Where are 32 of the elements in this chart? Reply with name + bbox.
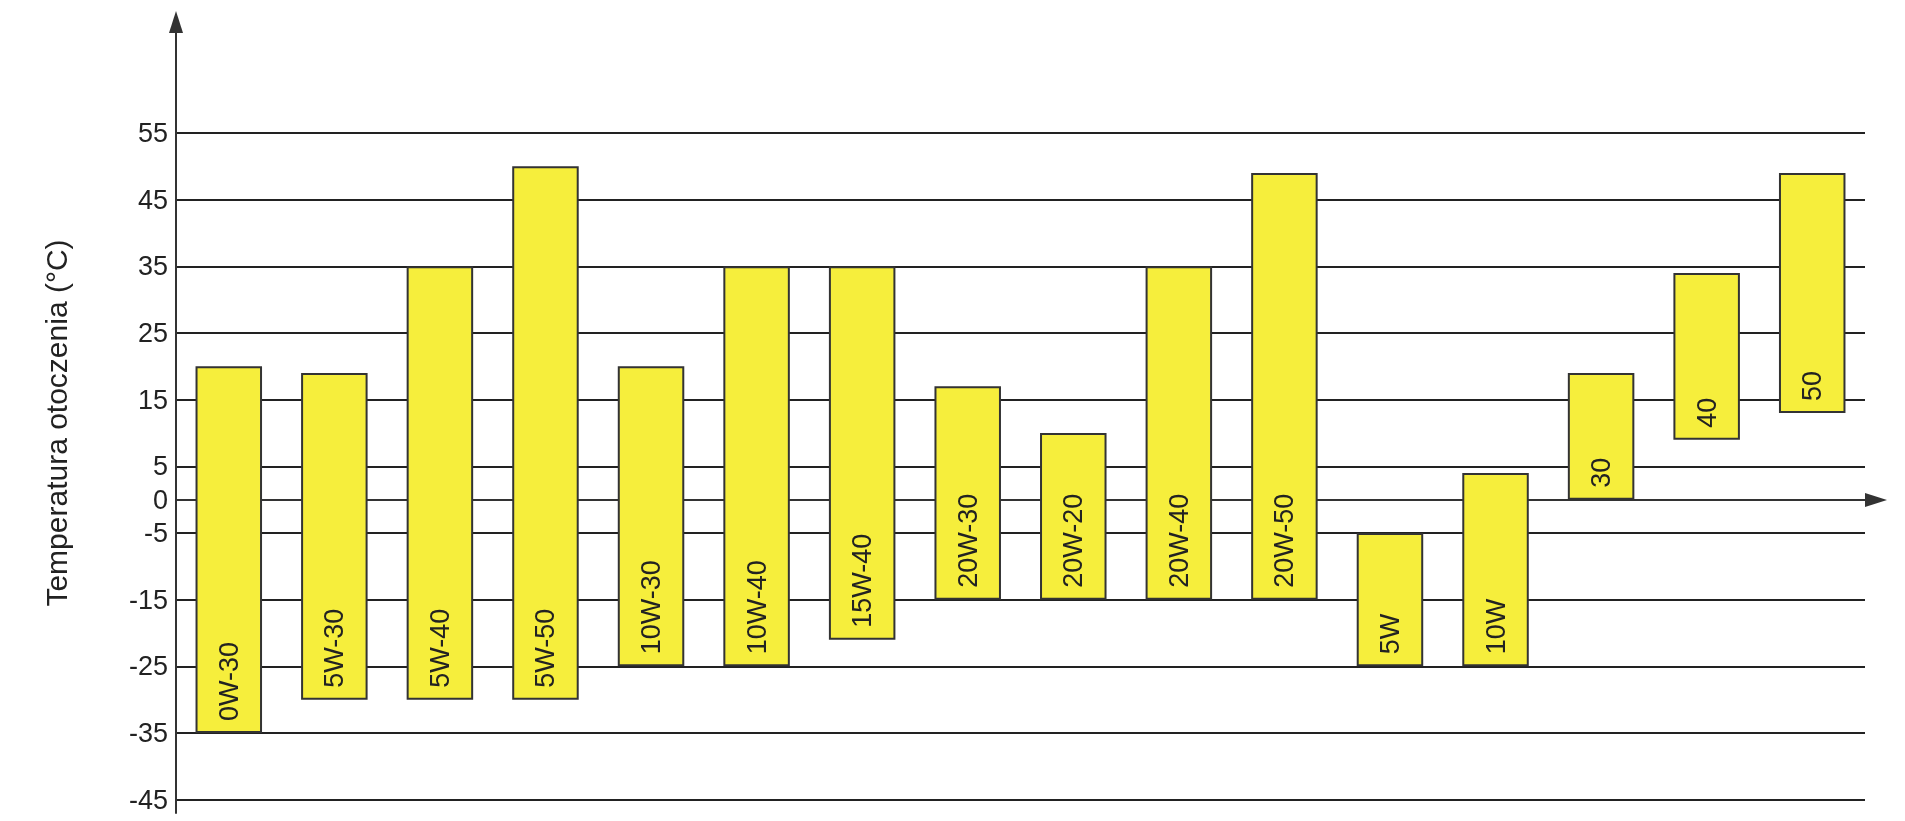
x-tick-label: 5W-30 [319, 608, 350, 688]
x-tick-label: 30 [1586, 457, 1617, 488]
y-tick-label: 55 [137, 118, 168, 148]
x-tick-label: 15W-40 [847, 533, 878, 628]
y-tick-label: 45 [137, 184, 168, 215]
x-tick-label: 20W-30 [952, 493, 983, 588]
y-tick-label: 0 [152, 484, 168, 515]
x-tick-label: 5W [1374, 613, 1405, 655]
y-tick-label: 5 [152, 451, 168, 482]
y-tick-label: -45 [128, 784, 168, 815]
x-tick-label: 10W-40 [741, 560, 772, 655]
x-tick-label: 5W-50 [530, 608, 561, 688]
x-tick-label: 0W-30 [213, 641, 244, 721]
x-tick-label: 10W [1480, 598, 1511, 655]
x-tick-label: 20W-40 [1163, 493, 1194, 588]
x-tick-label: 50 [1797, 370, 1828, 401]
x-tick-label: 20W-50 [1269, 493, 1300, 588]
y-tick-label: 35 [137, 251, 168, 282]
y-tick-label: -5 [143, 518, 168, 548]
bar [1673, 273, 1740, 440]
x-tick-label: 20W-20 [1058, 493, 1089, 588]
x-tick-label: 10W-30 [636, 560, 667, 655]
y-tick-label: 15 [137, 384, 168, 415]
y-tick-label: -35 [128, 718, 168, 748]
y-tick-label: 25 [137, 318, 168, 348]
bar [1356, 533, 1424, 667]
y-axis-title: Temperatura otoczenia (°C) [39, 239, 73, 607]
bar [1778, 173, 1846, 413]
x-tick-label: 5W-40 [424, 608, 455, 688]
y-tick-label: -25 [128, 651, 168, 682]
x-tick-label: 40 [1691, 397, 1722, 428]
y-tick-label: -15 [128, 584, 168, 615]
